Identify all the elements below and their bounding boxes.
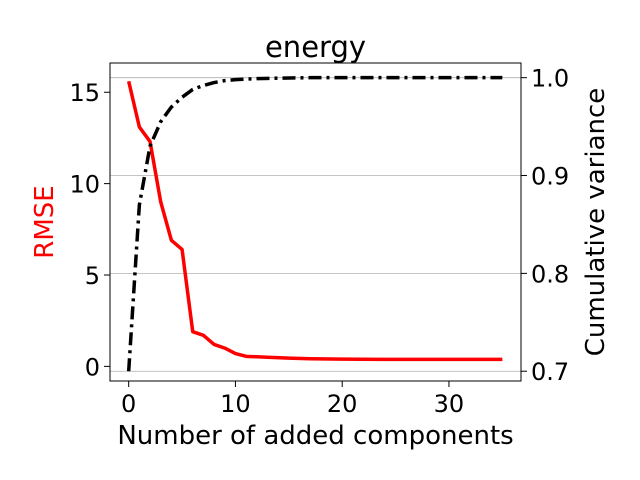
ticks-layer: 0 10 20 30 0 5 10 15 0.7 0.8 0.9 1.0 (69, 65, 569, 418)
y-axis-left-label: RMSE (30, 185, 60, 258)
series-layer (126, 75, 503, 372)
grid-lines (110, 77, 521, 372)
y-left-tick-label-0: 0 (85, 353, 100, 381)
chart-title: energy (265, 30, 366, 64)
y-right-tick-label-3: 1.0 (531, 65, 569, 93)
x-tick-label-2: 20 (327, 390, 358, 418)
x-axis-label: Number of added components (117, 421, 513, 451)
y-left-tick-label-2: 10 (69, 171, 100, 199)
plot-frame (109, 62, 522, 382)
y-left-tick-label-1: 5 (85, 262, 100, 290)
x-tick-label-3: 30 (434, 390, 465, 418)
y-left-tick-label-3: 15 (69, 79, 100, 107)
y-right-tick-label-0: 0.7 (531, 358, 569, 386)
y-axis-right-label: Cumulative variance (581, 88, 611, 357)
x-tick-label-1: 10 (220, 390, 251, 418)
y-right-tick-label-1: 0.8 (531, 260, 569, 288)
y-right-tick-label-2: 0.9 (531, 163, 569, 191)
rmse-line (126, 80, 503, 362)
x-tick-label-0: 0 (121, 390, 136, 418)
cumulative-variance-line (126, 75, 503, 372)
